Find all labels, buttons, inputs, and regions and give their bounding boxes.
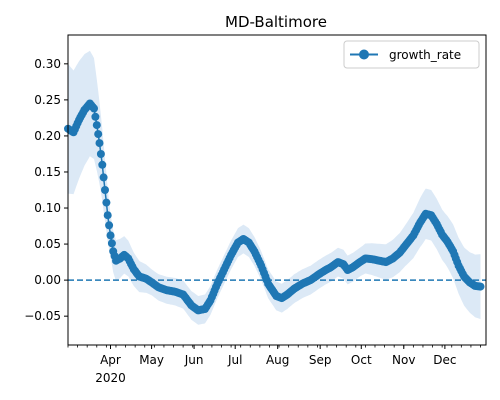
y-tick-label: 0.30 [34, 57, 61, 71]
axes-frame [67, 34, 487, 346]
legend: growth_rate [343, 40, 480, 69]
data-point [105, 221, 114, 230]
y-tick-label: 0.20 [34, 129, 61, 143]
data-point [91, 112, 100, 121]
y-tick-label: 0.00 [34, 273, 61, 287]
data-point [90, 104, 98, 113]
y-tick-label: 0.05 [34, 237, 61, 251]
data-point [98, 160, 107, 169]
data-point [106, 231, 115, 240]
data-point [92, 121, 101, 130]
x-tick-label: Nov [392, 353, 415, 367]
data-point [107, 239, 116, 248]
x-tick-year-label: 2020 [95, 371, 126, 385]
x-tick-label: Apr [100, 353, 121, 367]
confidence-band [68, 50, 481, 325]
y-axis: −0.05 0.00 0.05 0.10 0.15 0.20 0.25 0.30 [24, 57, 68, 323]
x-tick-label: May [139, 353, 164, 367]
data-point [102, 198, 111, 207]
y-tick-label: 0.10 [34, 201, 61, 215]
plot-area [64, 50, 486, 325]
x-tick-label: Jul [227, 353, 242, 367]
y-tick-label: 0.25 [34, 93, 61, 107]
x-tick-label: Sep [309, 353, 332, 367]
x-tick-label: Jun [184, 353, 204, 367]
x-tick-label: Oct [351, 353, 372, 367]
data-point [94, 130, 103, 139]
data-point [95, 139, 104, 148]
data-point [101, 186, 109, 194]
y-tick-label: −0.05 [24, 309, 61, 323]
data-point [96, 150, 105, 158]
y-tick-label: 0.15 [34, 165, 61, 179]
legend-label: growth_rate [389, 48, 461, 62]
x-axis: Apr 2020 May Jun Jul Aug Sep Oct Nov Dec [67, 345, 481, 385]
chart-title: MD-Baltimore [225, 13, 327, 31]
x-tick-label: Aug [266, 353, 289, 367]
legend-box [343, 40, 480, 69]
data-point [476, 282, 485, 291]
data-point [103, 211, 112, 220]
legend-marker [359, 49, 369, 60]
x-tick-label: Dec [433, 353, 456, 367]
data-point [99, 173, 108, 182]
